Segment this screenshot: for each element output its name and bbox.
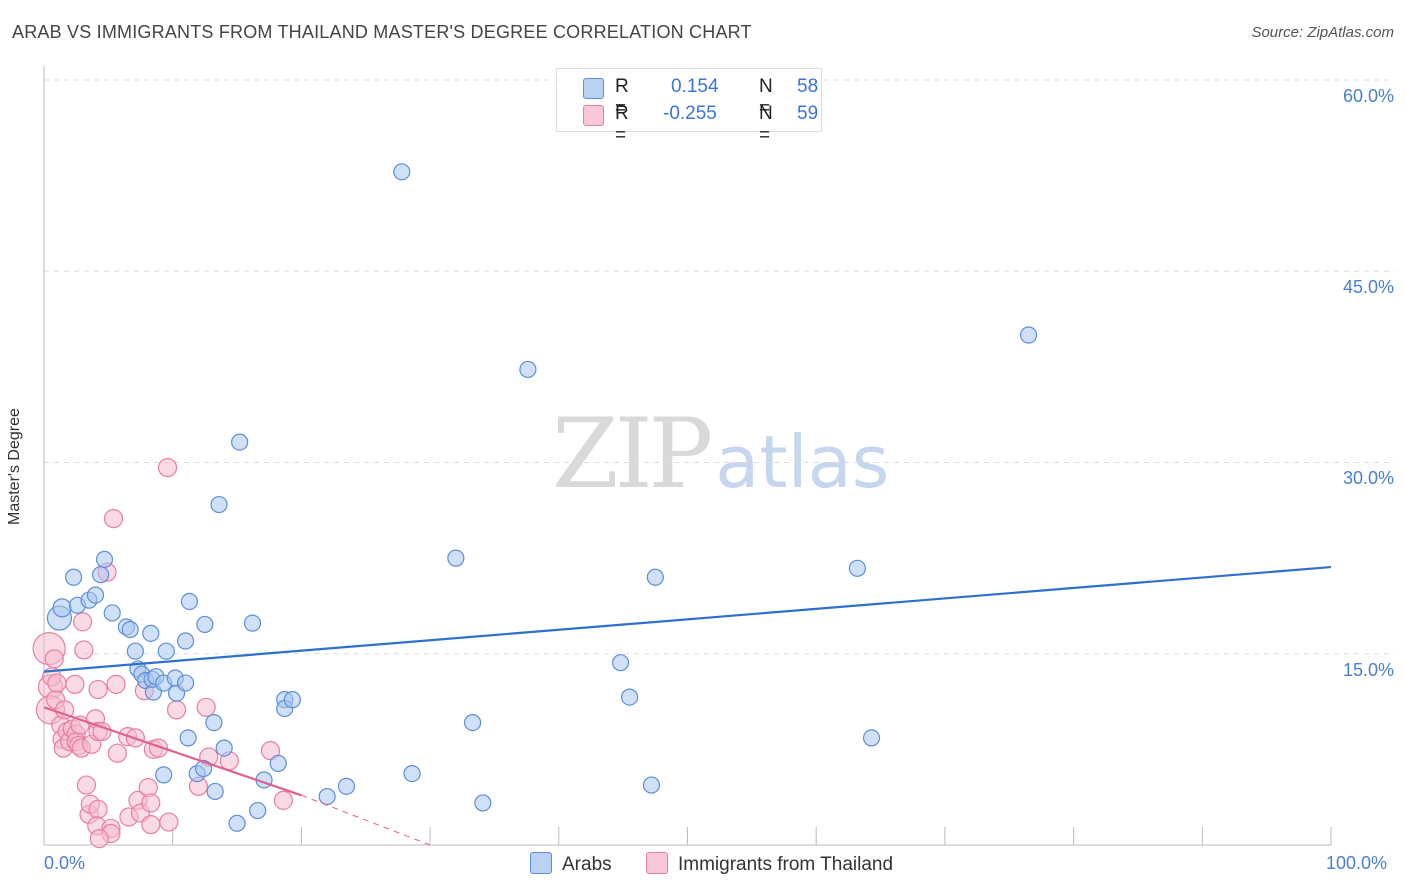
thailand-point	[92, 721, 112, 742]
thailand-point	[148, 738, 169, 758]
arab-point	[155, 766, 173, 784]
arab-point	[176, 674, 195, 692]
arab-point	[231, 433, 249, 451]
arab-point	[194, 759, 213, 778]
arab-point	[121, 620, 139, 639]
trend-lines	[43, 565, 1332, 846]
thailand-trend-extension	[301, 794, 431, 846]
arab-point	[228, 814, 246, 832]
arab-point	[283, 691, 301, 709]
arab-point	[1019, 326, 1038, 344]
r-label: R =	[615, 103, 629, 146]
y-tick-label-45: 45.0%	[1342, 277, 1394, 297]
arab-point	[210, 495, 228, 514]
source-label: Source: ZipAtlas.com	[1251, 24, 1394, 41]
arab-point	[95, 550, 114, 569]
arab-point	[92, 566, 110, 584]
thailand-point	[76, 775, 97, 795]
thailand-point	[89, 829, 109, 849]
arab-point	[620, 688, 639, 706]
arabs-swatch	[583, 78, 604, 99]
arab-point	[180, 592, 199, 611]
arab-point	[86, 586, 105, 604]
r-value: -0.255	[663, 103, 717, 124]
arab-point	[611, 654, 630, 672]
thailand-point	[54, 700, 75, 720]
arab-point	[142, 624, 160, 642]
arab-point	[205, 713, 223, 732]
thailand-point	[73, 612, 93, 632]
arab-point	[463, 713, 482, 732]
thailand-trend-line	[43, 706, 302, 797]
arab-point	[65, 568, 83, 586]
arab-point	[318, 787, 336, 806]
arab-point	[126, 642, 144, 660]
arab-point	[269, 754, 287, 773]
arab-point	[519, 360, 537, 379]
thailand-point	[47, 673, 67, 693]
thailand-point	[65, 674, 85, 694]
arab-point	[206, 782, 224, 801]
thailand-swatch	[583, 105, 604, 126]
arab-point	[103, 604, 121, 622]
axes	[43, 66, 1332, 846]
arab-point	[249, 801, 267, 820]
thailand-point	[74, 640, 94, 660]
arab-point	[157, 642, 175, 660]
x-tick-label-0: 0.0%	[44, 853, 86, 873]
arab-point	[447, 549, 465, 567]
arab-point	[337, 777, 356, 795]
y-tick-label-30: 30.0%	[1342, 468, 1394, 488]
grid-lines	[44, 79, 1395, 655]
thailand-legend-swatch	[646, 852, 668, 874]
arab-point	[176, 632, 195, 650]
n-label: N =	[759, 76, 773, 119]
zipatlas-watermark: ZIPatlas	[552, 398, 889, 510]
thailand-point	[141, 793, 161, 813]
arab-point	[52, 598, 72, 618]
arab-point	[403, 764, 421, 783]
bottom-legend-thailand: Immigrants from Thailand	[646, 852, 893, 876]
r-label: R =	[615, 76, 629, 119]
arab-point	[215, 739, 233, 757]
bottom-legend-arabs: Arabs	[530, 852, 612, 876]
thailand-point	[107, 743, 127, 763]
arab-point	[862, 729, 881, 747]
thailand-point	[196, 697, 216, 717]
arab-point	[179, 729, 197, 747]
arabs-legend-label: Arabs	[562, 854, 612, 875]
thailand-point	[106, 674, 126, 694]
arab-point	[848, 559, 866, 577]
thailand-point	[157, 458, 178, 478]
arab-point	[243, 614, 262, 632]
thailand-point	[141, 814, 161, 835]
arab-point	[646, 568, 664, 586]
thailand-point	[159, 812, 179, 832]
thailand-point	[88, 799, 108, 819]
arab-point	[393, 163, 411, 181]
arabs-legend-swatch	[530, 852, 552, 874]
r-value: 0.154	[671, 76, 719, 97]
n-label: N =	[759, 103, 773, 146]
y-tick-label-60: 60.0%	[1342, 86, 1394, 106]
arab-point	[196, 615, 214, 634]
arabs-trend-line	[43, 565, 1332, 673]
arab-point	[642, 776, 661, 794]
chart-title: ARAB VS IMMIGRANTS FROM THAILAND MASTER'…	[12, 22, 752, 42]
thailand-point	[44, 649, 64, 669]
y-tick-label-15: 15.0%	[1342, 660, 1394, 680]
thailand-point	[88, 679, 108, 700]
thailand-point	[166, 700, 187, 720]
x-tick-label-100: 100.0%	[1326, 853, 1388, 873]
arabs-points	[46, 163, 1038, 832]
correlation-legend: R = 0.154 N = 58 R = -0.255 N = 59	[556, 68, 822, 146]
arab-point	[474, 794, 492, 812]
watermark-zip: ZIP	[552, 398, 713, 510]
n-value: 59	[797, 103, 819, 124]
n-value: 58	[797, 76, 819, 97]
thailand-point	[103, 508, 124, 529]
thailand-legend-label: Immigrants from Thailand	[678, 854, 894, 875]
thailand-point	[273, 790, 293, 810]
